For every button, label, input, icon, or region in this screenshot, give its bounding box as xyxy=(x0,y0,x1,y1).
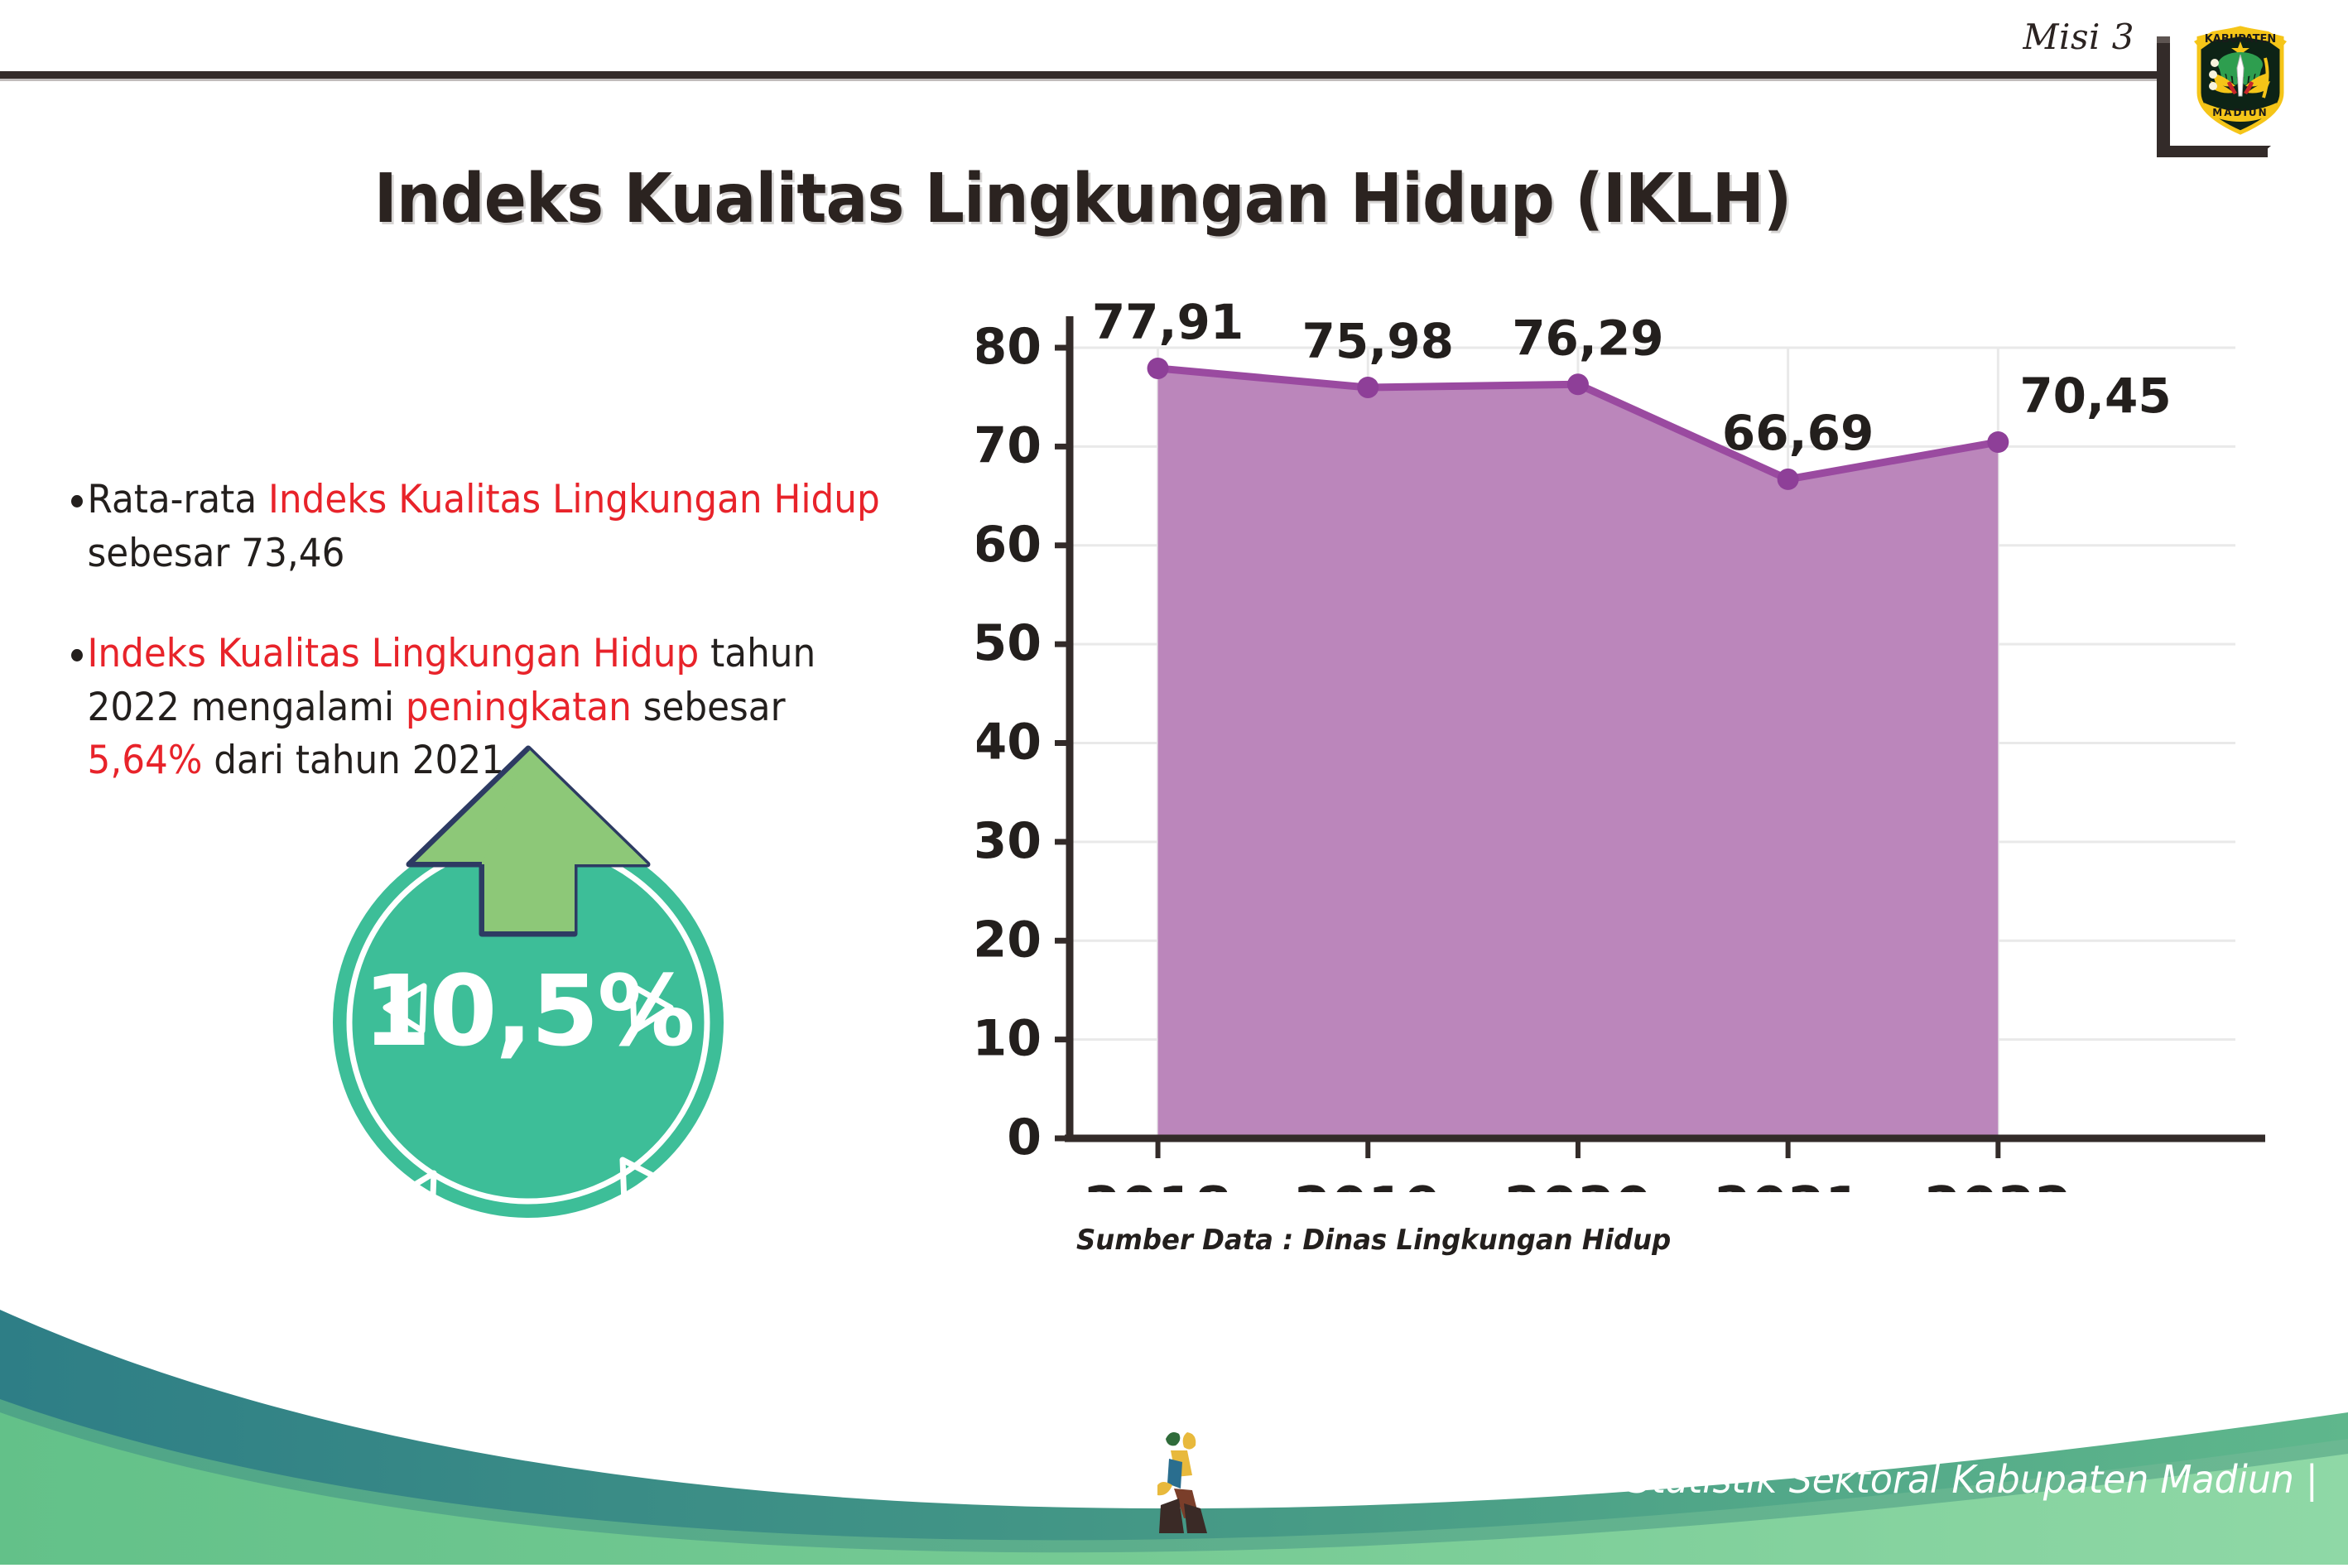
bullet-highlight: 5,64% xyxy=(87,738,203,784)
bullet-highlight: Indeks Kualitas Lingkungan Hidup xyxy=(87,630,700,676)
bullet-plain: dari tahun 2021 xyxy=(202,738,504,784)
header-bracket-vertical-highlight xyxy=(2157,36,2170,43)
chart-markers xyxy=(1147,357,2009,490)
bullet-plain: tahun 2022 mengalami xyxy=(87,630,816,730)
chart-data-labels: 77,91 75,98 76,29 66,69 70,45 xyxy=(1092,294,2172,461)
header-bracket-horizontal xyxy=(2157,146,2268,157)
x-tick-label: 2019 xyxy=(1294,1176,1441,1192)
data-label: 77,91 xyxy=(1092,294,1244,350)
page-title: Indeks Kualitas Lingkungan Hidup (IKLH) xyxy=(373,159,1792,238)
summary-bullets: Rata-rata Indeks Kualitas Lingkungan Hid… xyxy=(71,474,902,835)
footer-wave-dark xyxy=(0,1310,2348,1565)
bullet-dot-icon xyxy=(71,648,83,661)
y-tick-label: 80 xyxy=(977,318,1042,376)
bullet-dot-icon xyxy=(71,495,83,507)
y-tick-label: 10 xyxy=(977,1010,1042,1068)
footer-waves xyxy=(0,1291,2348,1565)
data-point-marker xyxy=(1777,468,1799,490)
x-tick-label: 2018 xyxy=(1084,1176,1231,1192)
y-tick-label: 50 xyxy=(977,614,1042,672)
data-point-marker xyxy=(1357,376,1379,398)
x-tick-label: 2021 xyxy=(1715,1176,1862,1192)
x-tick-label: 2022 xyxy=(1924,1176,2071,1192)
data-point-marker xyxy=(1147,357,1169,379)
data-point-marker xyxy=(1566,373,1589,396)
bullet-highlight: Indeks Kualitas Lingkungan Hidup xyxy=(268,477,880,522)
data-label: 75,98 xyxy=(1302,313,1454,369)
chart-source-note: Sumber Data : Dinas Lingkungan Hidup xyxy=(1076,1224,1672,1257)
bullet-item-average: Rata-rata Indeks Kualitas Lingkungan Hid… xyxy=(71,474,902,581)
chart-y-tick-labels: 0 10 20 30 40 50 60 70 80 xyxy=(977,318,1042,1166)
bullet-text-growth: Indeks Kualitas Lingkungan Hidup tahun 2… xyxy=(88,628,903,789)
data-point-marker xyxy=(1987,431,2009,454)
crest-top-text: KABUPATEN xyxy=(2205,33,2277,46)
bullet-text-average: Rata-rata Indeks Kualitas Lingkungan Hid… xyxy=(88,474,903,581)
bullet-plain: sebesar 73,46 xyxy=(87,530,345,576)
mission-label: Misi 3 xyxy=(2023,17,2134,57)
iklh-area-chart: 0 10 20 30 40 50 60 70 80 2018 2019 2020 2021 2022 7… xyxy=(977,281,2269,1192)
chart-x-tick-labels: 2018 2019 2020 2021 2022 xyxy=(1084,1176,2071,1192)
up-arrow-icon xyxy=(396,743,661,1008)
badge-corner-triangles xyxy=(383,983,674,1221)
footer-wave-light xyxy=(0,1412,2348,1565)
header-rule-shadow xyxy=(0,79,2163,81)
area-fill xyxy=(1157,368,1999,1139)
data-label: 70,45 xyxy=(2019,368,2171,424)
y-tick-label: 20 xyxy=(977,911,1042,969)
chart-area-series xyxy=(1157,368,1999,1139)
y-tick-label: 40 xyxy=(977,714,1042,772)
kabupaten-madiun-crest-icon: KABUPATEN MADIUN xyxy=(2187,17,2293,137)
badge-circle xyxy=(333,827,724,1218)
data-label: 76,29 xyxy=(1512,310,1663,366)
header-rule xyxy=(0,71,2163,79)
x-tick-label: 2020 xyxy=(1504,1176,1652,1192)
statistik-figure-icon xyxy=(1141,1426,1220,1538)
badge-value-label: 10,5% xyxy=(363,954,695,1068)
footer-caption: Media Infografis Data Statistik Sektoral… xyxy=(1224,1457,2318,1502)
crest-bottom-text: MADIUN xyxy=(2212,107,2268,118)
bullet-plain: sebesar xyxy=(631,684,786,730)
bullet-plain: Rata-rata xyxy=(87,477,269,522)
y-tick-label: 0 xyxy=(1007,1109,1042,1166)
bullet-item-growth: Indeks Kualitas Lingkungan Hidup tahun 2… xyxy=(71,628,902,789)
header-bracket-vertical xyxy=(2157,36,2170,157)
header-bracket-taper xyxy=(2258,146,2271,157)
bullet-highlight: peningkatan xyxy=(405,684,632,730)
chart-axes xyxy=(1055,316,2265,1158)
y-tick-label: 60 xyxy=(977,516,1042,574)
y-tick-label: 70 xyxy=(977,416,1042,474)
data-label: 66,69 xyxy=(1722,405,1874,461)
y-tick-label: 30 xyxy=(977,812,1042,870)
